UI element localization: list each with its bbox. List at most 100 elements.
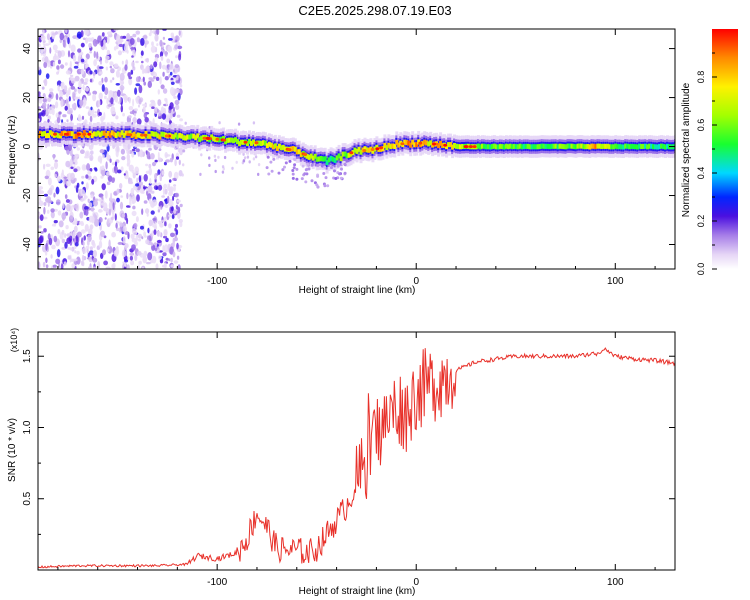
spectrogram-noise-point (124, 44, 128, 53)
spectrogram-ridge-cell (451, 144, 455, 150)
spectrogram-noise-point (143, 200, 148, 204)
spectrogram-ridge-cell (646, 144, 650, 150)
spectrogram-noise-point (96, 51, 99, 59)
spectrogram-noise-point (155, 76, 160, 81)
spectrogram-noise-point (148, 219, 153, 227)
spectrogram-ridge-cell (158, 134, 162, 140)
spectrogram-noise-point (221, 165, 225, 169)
spectrogram-noise-point (85, 245, 90, 249)
spectrogram-noise-point (163, 262, 167, 269)
spectrogram-noise-point (157, 220, 162, 225)
spectrogram-noise-point (52, 44, 58, 51)
spectrogram-noise-point (58, 220, 64, 228)
spectrogram-ridge-cell (317, 156, 321, 162)
spectrogram-noise-point (162, 71, 165, 77)
spectrogram-ridge-cell (385, 145, 389, 151)
spectrogram-ridge-cell (453, 143, 456, 148)
spectrogram-noise-point (136, 177, 139, 183)
spectrogram-noise-point (129, 198, 132, 207)
spectrogram-noise-point (157, 99, 162, 107)
spectrogram-noise-point (162, 245, 165, 252)
spectrogram-noise-point (266, 155, 270, 159)
spectrogram-noise-point (99, 149, 105, 154)
spectrogram-ridge-cell (327, 157, 331, 163)
spectrogram-noise-point (339, 176, 343, 180)
spectrogram-noise-point (147, 252, 153, 261)
spectrogram-ridge-cell (604, 143, 608, 149)
spectrogram-noise-point (39, 196, 42, 202)
spectrogram-ridge-cell (126, 130, 130, 136)
spectrogram-noise-point (123, 94, 128, 101)
spectrogram-ridge-cell (62, 130, 66, 136)
spectrogram-y-tick-label: 40 (22, 43, 33, 55)
spectrogram-noise-point (156, 230, 161, 237)
snr-y-tick-label: 0.5 (22, 491, 33, 505)
spectrogram-noise-point (166, 212, 170, 221)
spectrogram-ridge-cell (634, 144, 638, 150)
spectrogram-noise-point (120, 35, 124, 40)
spectrogram-ridge-cell (162, 131, 166, 137)
spectrogram-ridge-cell (584, 144, 588, 150)
spectrogram-ridge-cell (381, 146, 385, 152)
spectrogram-noise-point (76, 182, 80, 188)
spectrogram-ridge-cell (504, 143, 508, 149)
spectrogram-noise-point (42, 29, 45, 36)
spectrogram-noise-point (74, 250, 77, 254)
spectrogram-noise-point (81, 115, 85, 120)
spectrogram-noise-point (127, 264, 130, 269)
spectrogram-noise-point (38, 96, 43, 104)
spectrogram-ridge-cell (363, 146, 367, 152)
spectrogram-ridge-cell (365, 147, 369, 153)
spectrogram-noise-point (92, 250, 97, 258)
spectrogram-noise-point (60, 82, 64, 88)
spectrogram-noise-point (97, 198, 103, 202)
spectrogram-noise-point (277, 155, 281, 159)
spectrogram-noise-point (58, 111, 62, 115)
snr-frame (37, 331, 676, 571)
spectrogram-noise-point (83, 97, 87, 105)
spectrogram-ridge-cell (508, 143, 512, 149)
spectrogram-ridge-cell (331, 156, 335, 162)
spectrogram-noise-point (149, 29, 153, 34)
spectrogram-noise-point (38, 212, 41, 217)
spectrogram-ridge-cell (518, 143, 522, 149)
spectrogram-noise-point (156, 43, 159, 47)
spectrogram-noise-point (85, 57, 88, 65)
spectrogram-noise-point (103, 260, 108, 266)
spectrogram-ridge-cell (666, 143, 669, 149)
spectrogram-ridge-cell (184, 135, 188, 141)
spectrogram-ridge-cell (492, 143, 496, 149)
spectrogram-noise-point (85, 182, 89, 190)
spectrogram-noise-point (111, 263, 115, 269)
spectrogram-noise-point (126, 217, 129, 225)
spectrogram-peak-point (443, 143, 448, 147)
spectrogram-noise-point (165, 257, 169, 261)
spectrogram-ridge-cell (275, 146, 279, 151)
spectrogram-ridge-cell (393, 144, 397, 149)
spectrogram-ridge-cell (648, 143, 652, 149)
spectrogram-ridge-cell (594, 144, 598, 150)
spectrogram-peak-point (202, 136, 207, 140)
spectrogram-ridge-cell (277, 143, 281, 149)
spectrogram-ridge-cell (488, 144, 492, 150)
spectrogram-noise-point (182, 149, 186, 153)
spectrogram-noise-point (135, 83, 141, 87)
spectrogram-peak-point (59, 132, 64, 136)
spectrogram-ridge-cell (500, 144, 504, 150)
spectrogram-noise-point (257, 172, 260, 176)
spectrogram-noise-point (133, 112, 137, 117)
spectrogram-noise-point (89, 224, 94, 230)
spectrogram-noise-point (162, 88, 168, 94)
spectrogram-ridge-cell (335, 155, 339, 161)
spectrogram-noise-point (254, 155, 258, 159)
spectrogram-noise-point (161, 64, 167, 70)
spectrogram-ridge-cell (240, 139, 243, 145)
spectrogram-noise-point (84, 64, 88, 69)
spectrogram-noise-point (149, 178, 152, 185)
spectrogram-noise-point (64, 29, 68, 34)
spectrogram-noise-point (136, 194, 140, 202)
spectrogram-noise-point (163, 235, 167, 239)
spectrogram-noise-point (177, 210, 181, 220)
spectrogram-ridge-cell (622, 144, 626, 150)
spectrogram-ridge-cell (347, 152, 351, 158)
